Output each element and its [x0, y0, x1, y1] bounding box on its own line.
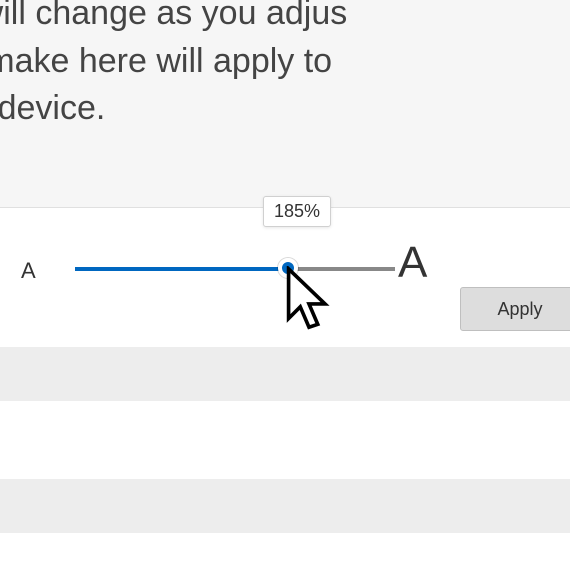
apply-button[interactable]: Apply: [460, 287, 570, 331]
description-line-2: you make here will apply to: [0, 38, 347, 86]
slider-tooltip: 185%: [263, 196, 331, 227]
slider-track-filled: [75, 267, 287, 271]
slider-track[interactable]: [75, 267, 395, 271]
slider-track-empty: [287, 267, 395, 271]
description-line-3: your device.: [0, 85, 347, 133]
slider-thumb[interactable]: [278, 258, 298, 278]
section-divider: [0, 347, 570, 401]
large-a-label: A: [398, 238, 427, 288]
slider-tooltip-value: 185%: [274, 201, 320, 221]
section-divider: [0, 479, 570, 533]
description-line-1: rds will change as you adjus: [0, 0, 347, 38]
section-spacer: [0, 533, 570, 573]
text-size-slider-panel: 185% A A Apply: [0, 207, 570, 347]
section-spacer: [0, 401, 570, 479]
small-a-label: A: [21, 258, 36, 284]
description-text: rds will change as you adjus you make he…: [0, 0, 347, 133]
apply-button-label: Apply: [497, 299, 542, 319]
